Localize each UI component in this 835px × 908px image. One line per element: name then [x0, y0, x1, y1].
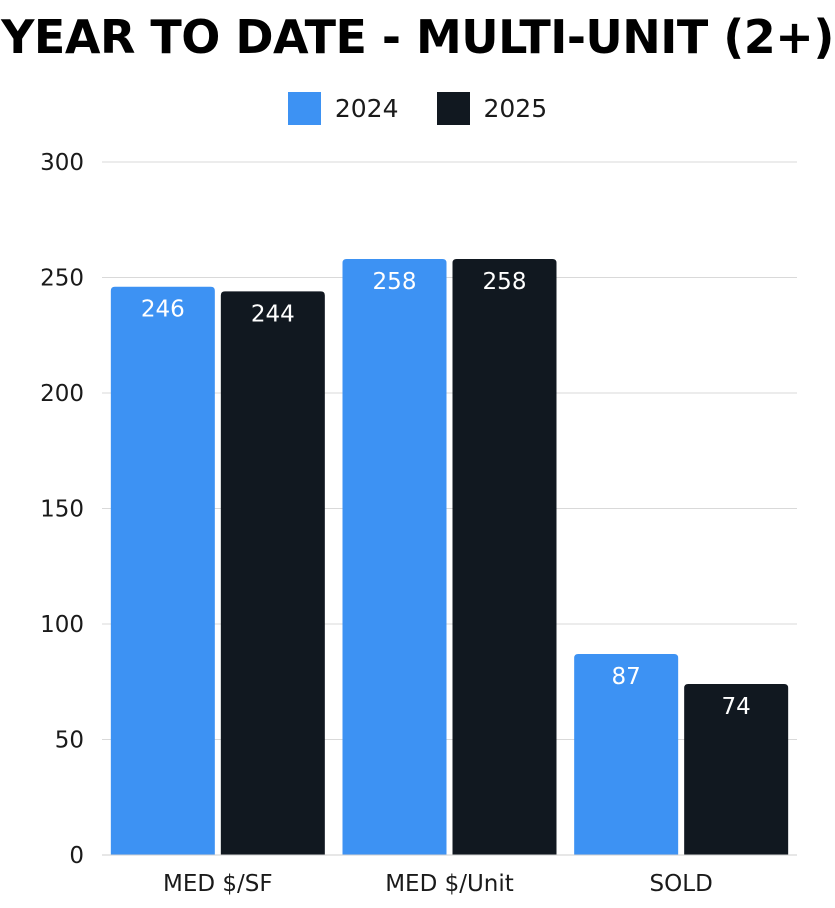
- y-tick-label-50: 50: [55, 728, 84, 754]
- bar-2024-0: [110, 286, 215, 855]
- y-tick-label-100: 100: [40, 612, 84, 638]
- legend-item-2024: 2024: [287, 92, 399, 125]
- data-label-2024-1: 258: [373, 269, 417, 295]
- y-tick-label-250: 250: [40, 266, 84, 292]
- data-label-2025-0: 244: [251, 301, 295, 327]
- legend-label-2024: 2024: [334, 94, 399, 123]
- bar-2025-0: [220, 291, 325, 855]
- legend-swatch-2024: [287, 92, 321, 125]
- y-tick-label-0: 0: [69, 843, 84, 869]
- x-category-label-1: MED $/Unit: [385, 871, 514, 897]
- y-tick-label-300: 300: [40, 150, 84, 176]
- legend-item-2025: 2025: [436, 92, 548, 125]
- x-category-label-2: SOLD: [650, 871, 713, 897]
- data-label-2024-0: 246: [141, 297, 185, 323]
- chart-title: YEAR TO DATE - MULTI-UNIT (2+): [1, 10, 834, 64]
- x-category-label-0: MED $/SF: [163, 871, 273, 897]
- bar-2024-1: [342, 259, 447, 855]
- data-label-2025-1: 258: [483, 269, 527, 295]
- data-label-2025-2: 74: [722, 694, 751, 720]
- bar-2024-2: [574, 654, 679, 855]
- legend-label-2025: 2025: [483, 94, 548, 123]
- legend-swatch-2025: [436, 92, 470, 125]
- data-label-2024-2: 87: [612, 664, 641, 690]
- legend: 2024 2025: [0, 92, 835, 125]
- bar-2025-1: [452, 259, 557, 855]
- y-tick-label-200: 200: [40, 381, 84, 407]
- y-tick-label-150: 150: [40, 497, 84, 523]
- bar-2025-2: [684, 684, 789, 855]
